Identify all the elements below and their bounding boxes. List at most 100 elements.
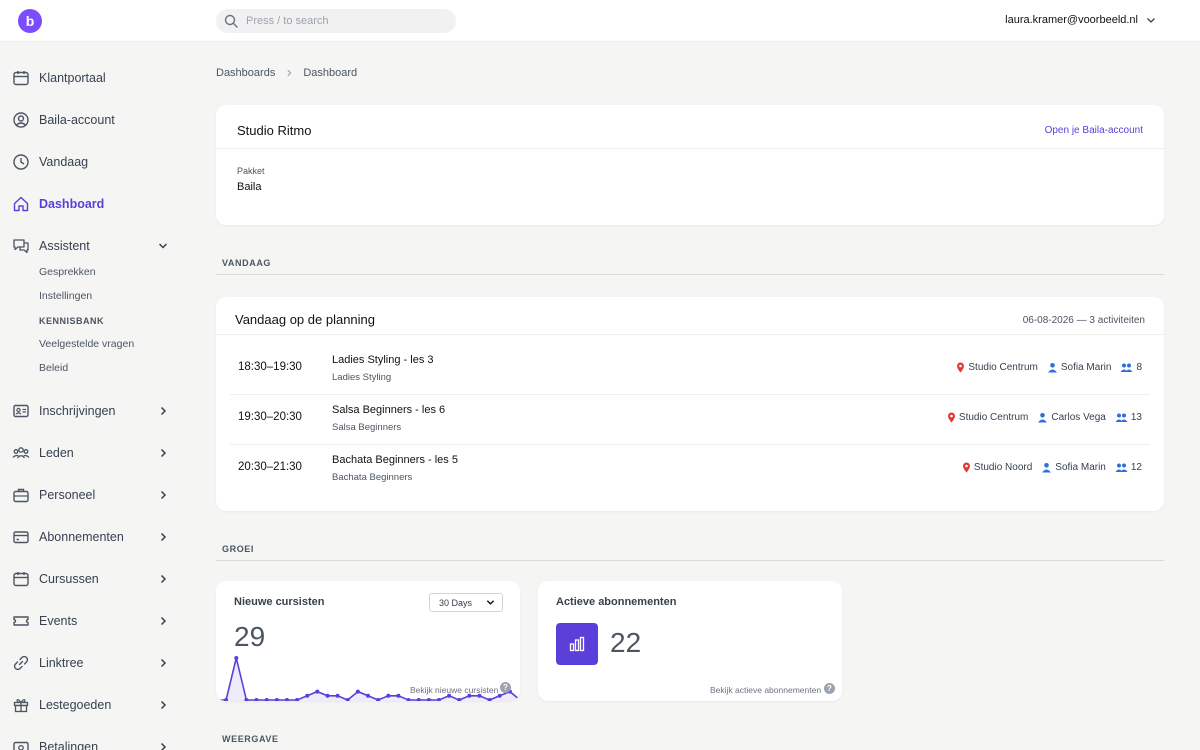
nieuwe-cursisten-sparkline (216, 656, 520, 701)
open-baila-account-link[interactable]: Open je Baila-account (1044, 125, 1143, 136)
divider (216, 334, 1164, 335)
baila-logo[interactable]: b (18, 9, 42, 33)
divider (216, 148, 1164, 149)
sidebar-item-label: Personeel (39, 488, 96, 502)
sidebar-subitem-gesprekken[interactable]: Gesprekken (39, 266, 96, 278)
schedule-row[interactable]: 20:30–21:30 Bachata Beginners - les 5 Ba… (216, 445, 1164, 495)
sidebar-item-events[interactable]: Events (12, 607, 168, 635)
sidebar-item-linktree[interactable]: Linktree (12, 649, 168, 677)
sparkline-point (274, 698, 279, 701)
section-label-weergave: WEERGAVE (222, 734, 279, 744)
sparkline-point (447, 693, 452, 698)
sparkline-point (467, 693, 472, 698)
clock-icon (13, 154, 29, 170)
breadcrumb-dashboard: Dashboard (303, 67, 358, 79)
row-location: Studio Centrum (968, 362, 1038, 373)
row-activity-name: Salsa Beginners - les 6 (332, 404, 446, 416)
row-time: 18:30–19:30 (238, 361, 302, 373)
sidebar-subitem-beleid[interactable]: Beleid (39, 362, 69, 374)
actieve-abonnementen-card: Actieve abonnementen 22 Bekijk actieve a… (538, 581, 842, 701)
sparkline-point (315, 689, 320, 694)
row-divider (230, 444, 1150, 445)
sidebar-item-label: Dashboard (39, 197, 105, 211)
sparkline-point (264, 698, 269, 701)
sidebar-item-lestegoeden[interactable]: Lestegoeden (12, 691, 168, 719)
sparkline-point (376, 698, 381, 701)
row-location: Studio Centrum (958, 412, 1029, 423)
sidebar-item-leden[interactable]: Leden (12, 439, 168, 467)
sparkline-point (295, 698, 300, 701)
sidebar-item-baila-account[interactable]: Baila-account (12, 106, 168, 134)
map-pin-icon (957, 362, 965, 373)
search-icon (224, 14, 238, 28)
section-divider (216, 274, 1164, 275)
sidebar-subheading-kennisbank: KENNISBANK (39, 316, 105, 326)
credit-card-icon (13, 531, 29, 544)
bekijk-nieuwe-cursisten-link[interactable]: Bekijk nieuwe cursisten (410, 685, 499, 695)
sidebar-item-label: Klantportaal (39, 71, 106, 85)
schedule-row[interactable]: 19:30–20:30 Salsa Beginners - les 6 Sals… (216, 395, 1164, 445)
search-input[interactable] (216, 9, 456, 33)
sparkline-point (335, 693, 340, 698)
chevron-right-icon (160, 700, 167, 710)
nieuwe-cursisten-title: Nieuwe cursisten (234, 596, 325, 608)
section-divider (216, 560, 1164, 561)
sparkline-point (244, 698, 249, 701)
nieuwe-cursisten-card: Nieuwe cursisten 30 Days 29 Bekijk nieuw… (216, 581, 520, 701)
help-icon[interactable]: ? (824, 683, 835, 694)
bekijk-actieve-abonnementen-link[interactable]: Bekijk actieve abonnementen (710, 685, 822, 695)
calendar-icon (13, 572, 29, 587)
briefcase-icon (13, 488, 29, 503)
sidebar-item-klantportaal[interactable]: Klantportaal (12, 64, 168, 92)
sparkline-point (457, 698, 462, 701)
row-info: Studio Noord Sofia Marin 12 (962, 462, 1142, 473)
bar-chart-tile (556, 623, 598, 665)
row-course-name: Bachata Beginners (332, 472, 413, 483)
sidebar-item-inschrijvingen[interactable]: Inschrijvingen (12, 397, 168, 425)
sidebar-item-personeel[interactable]: Personeel (12, 481, 168, 509)
sparkline-point (386, 693, 391, 698)
range-select[interactable]: 30 Days (429, 593, 503, 612)
sidebar-item-abonnementen[interactable]: Abonnementen (12, 523, 168, 551)
sparkline-point (234, 656, 239, 660)
row-time: 20:30–21:30 (238, 461, 302, 473)
link-icon (13, 655, 29, 671)
group-icon (1115, 463, 1128, 472)
ticket-icon (13, 616, 29, 626)
sidebar-item-label: Baila-account (39, 113, 115, 127)
sparkline-point (366, 693, 370, 698)
sparkline-point (416, 698, 421, 701)
sidebar-item-vandaag[interactable]: Vandaag (12, 148, 168, 176)
chevron-right-icon (160, 742, 167, 750)
logo-letter: b (25, 13, 35, 29)
user-email: laura.kramer@voorbeeld.nl (1005, 14, 1138, 26)
search-box[interactable] (216, 9, 456, 33)
sidebar-subitem-instellingen[interactable]: Instellingen (39, 290, 93, 302)
row-teacher: Sofia Marin (1060, 362, 1112, 373)
sidebar-item-cursussen[interactable]: Cursussen (12, 565, 168, 593)
sidebar-item-dashboard[interactable]: Dashboard (12, 190, 168, 218)
help-icon[interactable]: ? (500, 682, 511, 693)
row-activity-name: Ladies Styling - les 3 (332, 354, 434, 366)
breadcrumb-dashboards[interactable]: Dashboards (216, 67, 276, 79)
studio-name: Studio Ritmo (237, 123, 312, 138)
sidebar-item-assistent[interactable]: Assistent (12, 232, 168, 260)
wallet-icon (13, 741, 29, 750)
sidebar: Klantportaal Baila-account Vandaag Dashb… (0, 42, 180, 750)
chevron-down-icon (486, 600, 495, 605)
top-bar: b laura.kramer@voorbeeld.nl (0, 0, 1200, 42)
row-time: 19:30–20:30 (238, 411, 302, 423)
planning-card: Vandaag op de planning 06-08-2026 — 3 ac… (216, 297, 1164, 511)
studio-card: Studio Ritmo Open je Baila-account Pakke… (216, 105, 1164, 225)
row-location: Studio Noord (973, 462, 1033, 473)
nieuwe-cursisten-value: 29 (234, 621, 266, 652)
row-divider (230, 394, 1150, 395)
row-teacher: Sofia Marin (1055, 462, 1106, 473)
sidebar-item-betalingen[interactable]: Betalingen (12, 733, 168, 750)
sidebar-subitem-veelgestelde-vragen[interactable]: Veelgestelde vragen (39, 338, 135, 350)
schedule-row[interactable]: 18:30–19:30 Ladies Styling - les 3 Ladie… (216, 345, 1164, 395)
user-menu[interactable]: laura.kramer@voorbeeld.nl (1005, 14, 1156, 26)
row-activity-name: Bachata Beginners - les 5 (332, 454, 458, 466)
chevron-right-icon (160, 448, 167, 458)
sparkline-point (497, 693, 502, 698)
